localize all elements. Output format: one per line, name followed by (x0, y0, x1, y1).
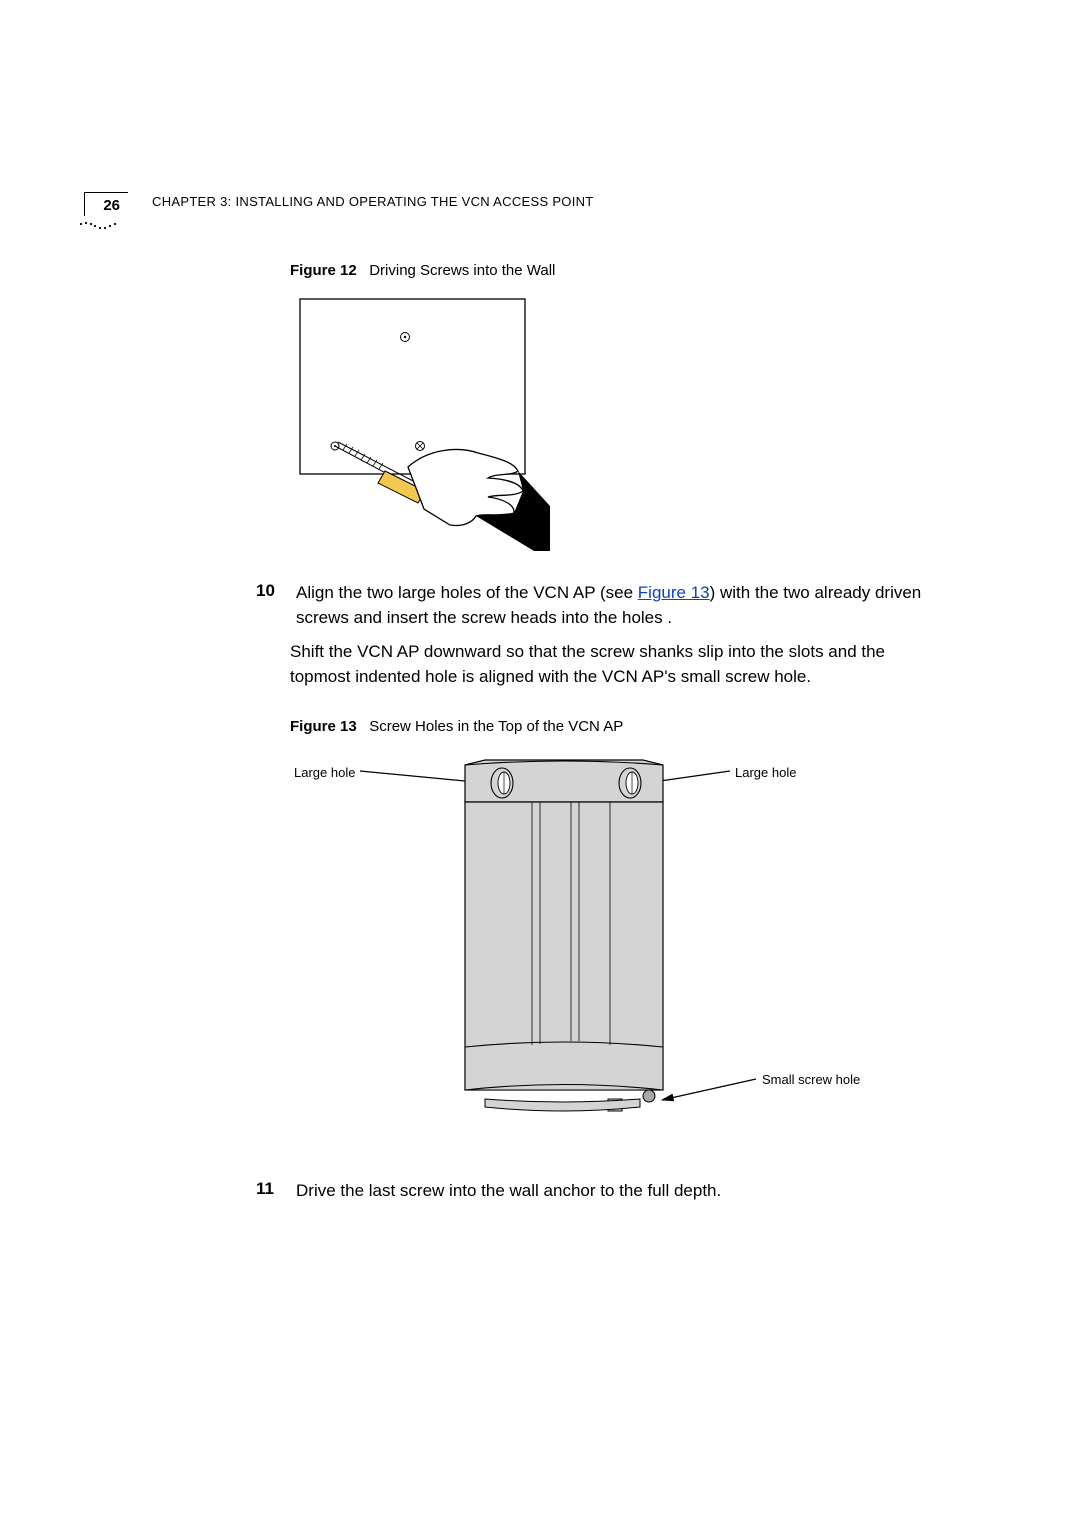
step-number-11: 11 (256, 1179, 284, 1204)
step-10-text: Align the two large holes of the VCN AP … (296, 581, 930, 630)
step-11: 11 Drive the last screw into the wall an… (290, 1179, 930, 1204)
label-small-hole: Small screw hole (762, 1072, 860, 1087)
step-10: 10 Align the two large holes of the VCN … (290, 581, 930, 630)
main-content: Figure 12 Driving Screws into the Wall (290, 262, 930, 1213)
margin-dots-icon (78, 218, 118, 234)
label-large-hole-right: Large hole (735, 765, 796, 780)
figure13-label: Figure 13 (290, 718, 357, 735)
page-header: 26 (84, 192, 128, 216)
label-large-hole-left: Large hole (294, 765, 355, 780)
figure12-illustration (290, 291, 550, 551)
figure13-caption: Figure 13 Screw Holes in the Top of the … (290, 718, 930, 735)
figure12-caption: Figure 12 Driving Screws into the Wall (290, 262, 930, 279)
figure13-link[interactable]: Figure 13 (638, 583, 710, 602)
figure12-label: Figure 12 (290, 262, 357, 279)
figure13-illustration: Large hole Large hole Small screw hole (290, 747, 910, 1147)
figure13-title: Screw Holes in the Top of the VCN AP (369, 718, 623, 735)
page-number: 26 (84, 192, 128, 216)
figure12-title: Driving Screws into the Wall (369, 262, 555, 279)
step-number: 10 (256, 581, 284, 630)
step-10-part1: Align the two large holes of the VCN AP … (296, 583, 638, 602)
step-11-text: Drive the last screw into the wall ancho… (296, 1179, 721, 1204)
chapter-title: CHAPTER 3: INSTALLING AND OPERATING THE … (152, 194, 594, 209)
step-10-continuation: Shift the VCN AP downward so that the sc… (290, 640, 930, 689)
